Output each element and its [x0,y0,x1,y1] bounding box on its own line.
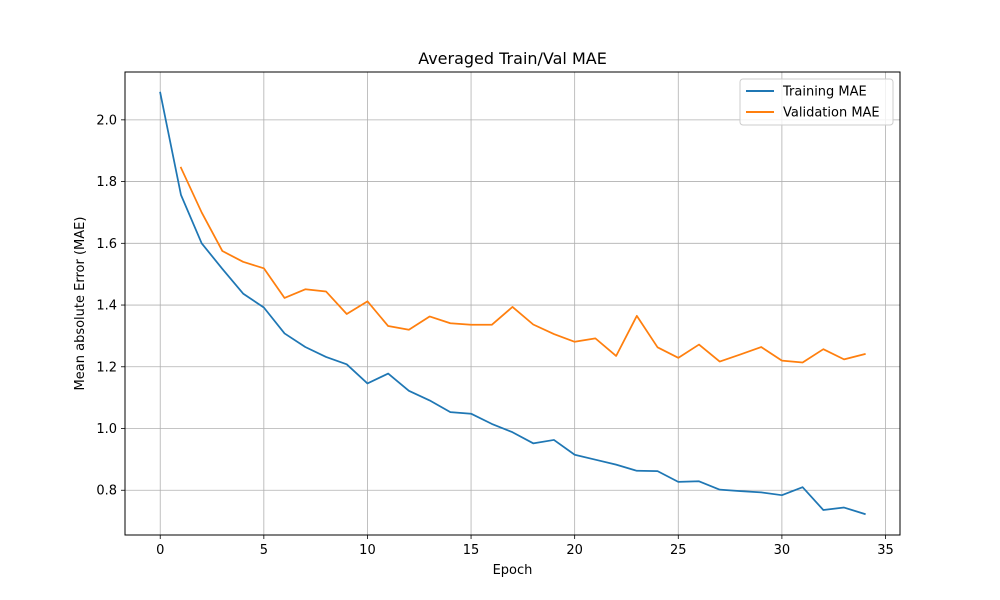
x-tick-label: 0 [156,543,164,558]
plot-frame [124,71,901,536]
x-tick-label: 15 [463,543,480,558]
legend-label-validation: Validation MAE [783,106,880,121]
x-tick-label: 25 [670,543,687,558]
y-tick-label: 1.2 [96,360,117,375]
legend-label-training: Training MAE [782,85,867,100]
series-line-training-mae [159,91,866,516]
tick-layer: 0 5 10 15 20 25 30 35 0.8 1.0 1.2 1.4 1.6 1.8 2.0 [96,113,893,558]
x-tick-label: 10 [359,543,376,558]
y-tick-label: 1.6 [96,237,117,252]
x-tick-label: 35 [877,543,894,558]
y-tick-label: 1.8 [96,175,117,190]
y-tick-label: 1.0 [96,422,117,437]
series-layer [159,91,866,516]
legend: Training MAE Validation MAE [739,78,894,126]
x-tick-label: 30 [774,543,791,558]
legend-box [739,78,894,126]
x-tick-label: 5 [260,543,268,558]
grid-layer [125,72,900,535]
x-tick-label: 20 [566,543,583,558]
y-axis-title: Mean absolute Error (MAE) [73,217,88,391]
chart-title: Averaged Train/Val MAE [418,49,607,68]
x-axis-title: Epoch [493,563,533,578]
y-tick-label: 1.4 [96,299,117,314]
y-tick-label: 0.8 [96,484,117,499]
y-tick-label: 2.0 [96,113,117,128]
series-line-validation-mae [179,166,866,364]
